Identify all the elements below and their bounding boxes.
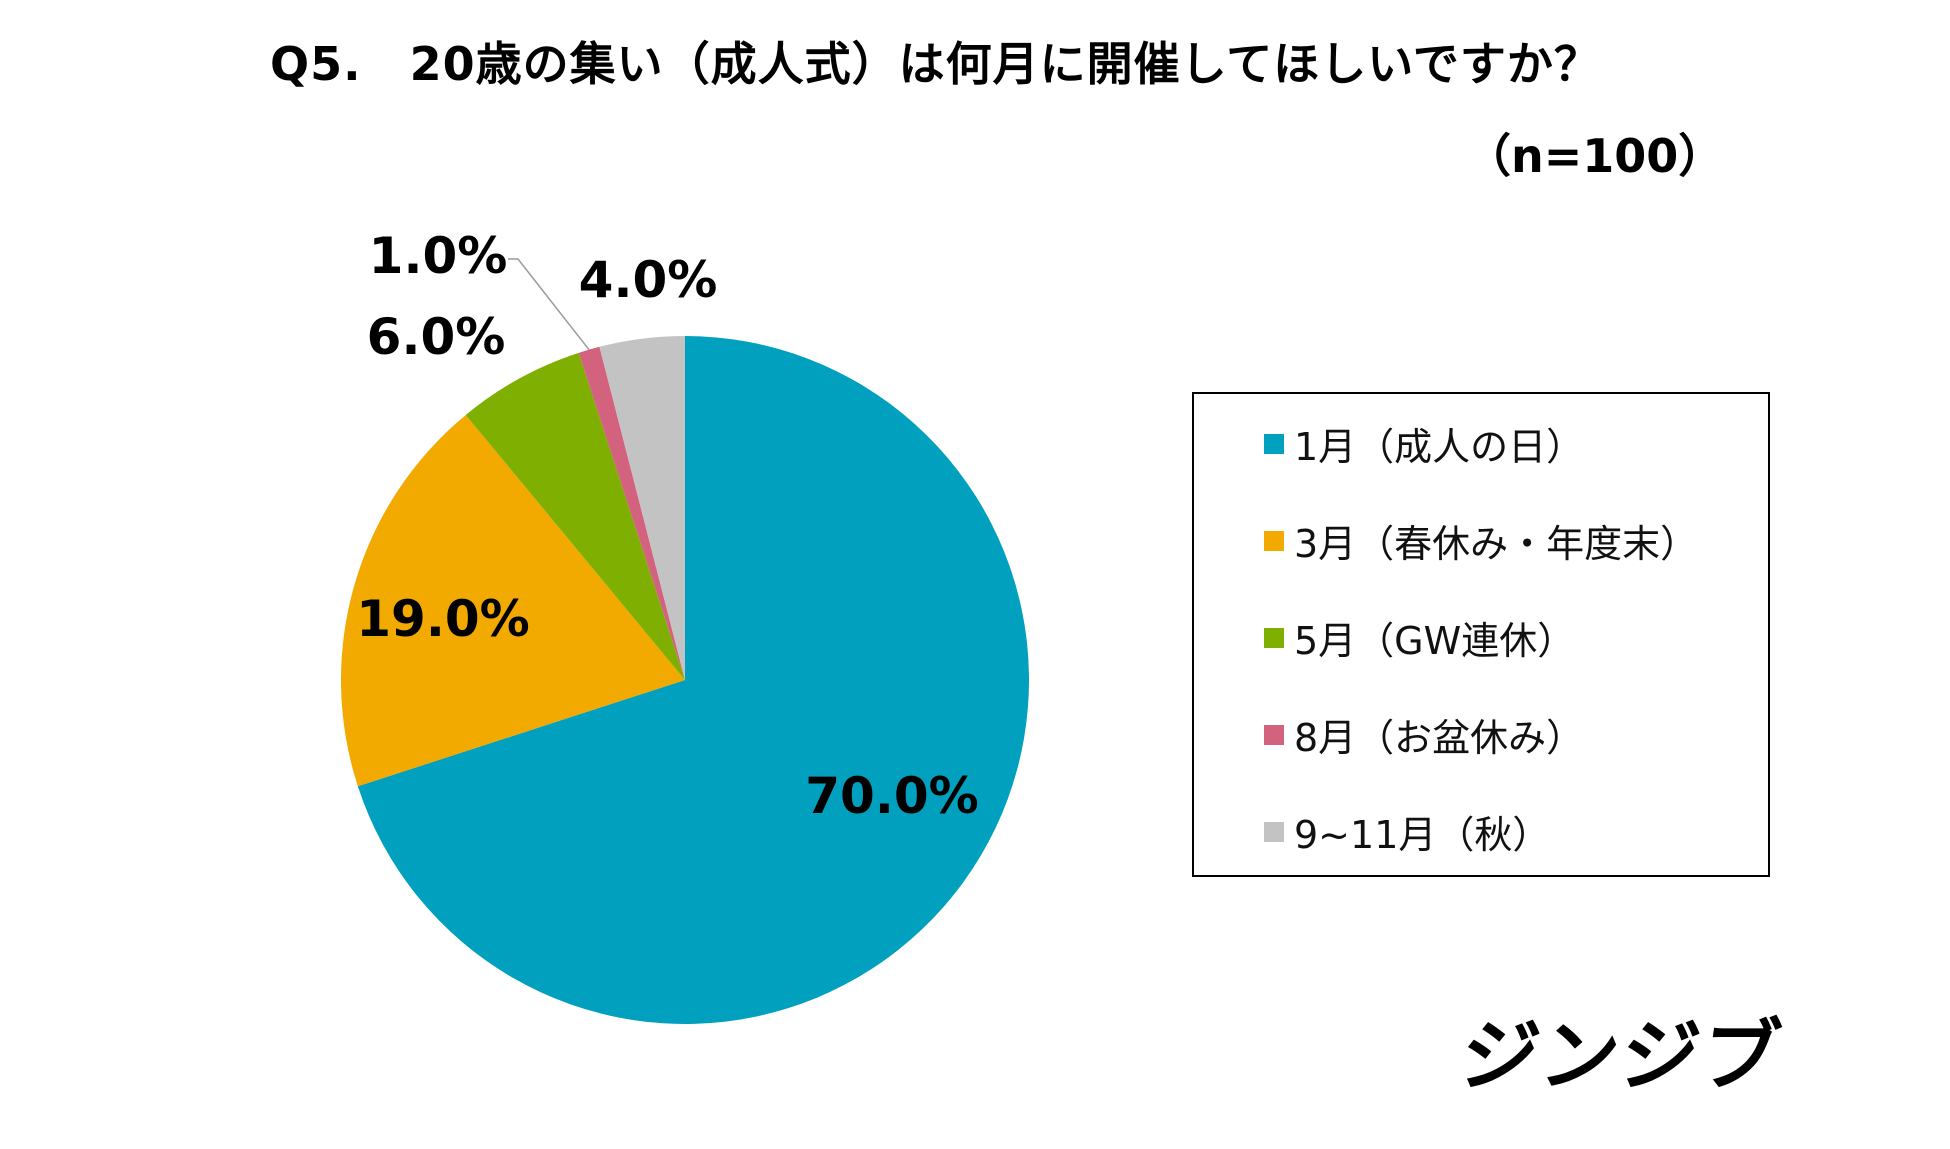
legend-label-august: 8月（お盆休み） — [1294, 716, 1585, 760]
leader-line-august — [508, 258, 590, 351]
brand-logo: ジンジブ — [1454, 1012, 1788, 1102]
legend-label-march: 3月（春休み・年度末） — [1294, 522, 1699, 566]
legend-item-january: 1月（成人の日） — [1264, 416, 1584, 471]
question-text: 20歳の集い（成人式）は何月に開催してほしいですか？ — [409, 37, 1601, 91]
pie-slice-march — [341, 414, 685, 787]
data-label-january: 70.0% — [805, 767, 978, 825]
legend-item-may: 5月（GW連休） — [1264, 610, 1575, 665]
pie-slice-january — [357, 336, 1030, 1024]
pie-slice-autumn — [599, 336, 685, 680]
legend-label-autumn: 9~11月（秋） — [1294, 813, 1551, 857]
pie-slice-august — [578, 346, 685, 680]
legend-label-january: 1月（成人の日） — [1294, 425, 1585, 469]
pie-slice-may — [465, 352, 685, 680]
sample-size: （n=100） — [1465, 129, 1725, 183]
legend: 1月（成人の日） 3月（春休み・年度末） 5月（GW連休） 8月（お盆休み） 9~11月… — [1192, 392, 1770, 877]
data-label-march: 19.0% — [356, 590, 529, 648]
legend-swatch-may — [1264, 627, 1284, 648]
legend-swatch-january — [1264, 433, 1284, 454]
legend-item-march: 3月（春休み・年度末） — [1264, 513, 1698, 568]
data-label-august: 1.0% — [369, 227, 508, 285]
chart-title: Q5. 20歳の集い（成人式）は何月に開催してほしいですか？ — [270, 28, 1601, 94]
legend-item-august: 8月（お盆休み） — [1264, 707, 1584, 762]
data-label-may: 6.0% — [367, 308, 506, 366]
legend-swatch-march — [1264, 530, 1284, 551]
question-number: Q5. — [270, 37, 362, 91]
legend-label-may: 5月（GW連休） — [1294, 619, 1576, 663]
legend-item-autumn: 9~11月（秋） — [1264, 804, 1550, 859]
data-label-autumn: 4.0% — [579, 251, 718, 309]
legend-swatch-autumn — [1264, 821, 1284, 842]
legend-swatch-august — [1264, 724, 1284, 745]
